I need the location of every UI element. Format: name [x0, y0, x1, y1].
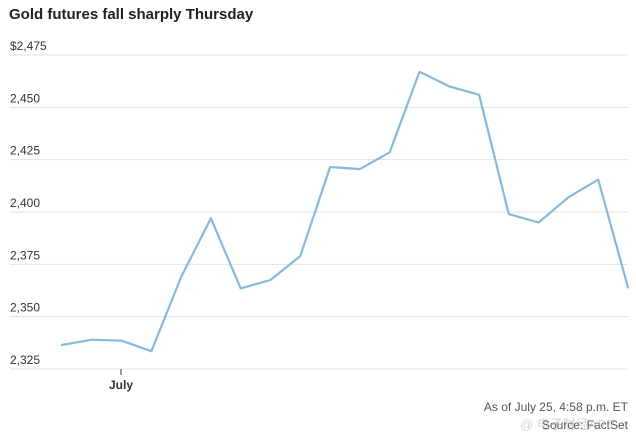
- source-note: Source: FactSet: [541, 418, 628, 432]
- y-tick-label: 2,450: [10, 91, 40, 105]
- x-axis-ticks: July: [109, 369, 133, 392]
- y-tick-label: $2,475: [10, 39, 47, 53]
- chart-title: Gold futures fall sharply Thursday: [9, 6, 254, 23]
- watermark: @ 电子财经APP: [520, 417, 615, 432]
- x-tick-label: July: [109, 378, 133, 392]
- as-of-note: As of July 25, 4:58 p.m. ET: [483, 400, 628, 414]
- y-axis-ticks: $2,475 2,450 2,425 2,400 2,375 2,350 2,325: [10, 39, 47, 367]
- gridlines: [10, 54, 628, 370]
- y-tick-label: 2,400: [10, 196, 40, 210]
- y-tick-label: 2,350: [10, 301, 40, 315]
- y-tick-label: 2,375: [10, 248, 40, 262]
- series-layer: [60, 70, 630, 353]
- y-tick-label: 2,325: [10, 353, 40, 367]
- series-line: [60, 70, 630, 353]
- y-tick-label: 2,425: [10, 144, 40, 158]
